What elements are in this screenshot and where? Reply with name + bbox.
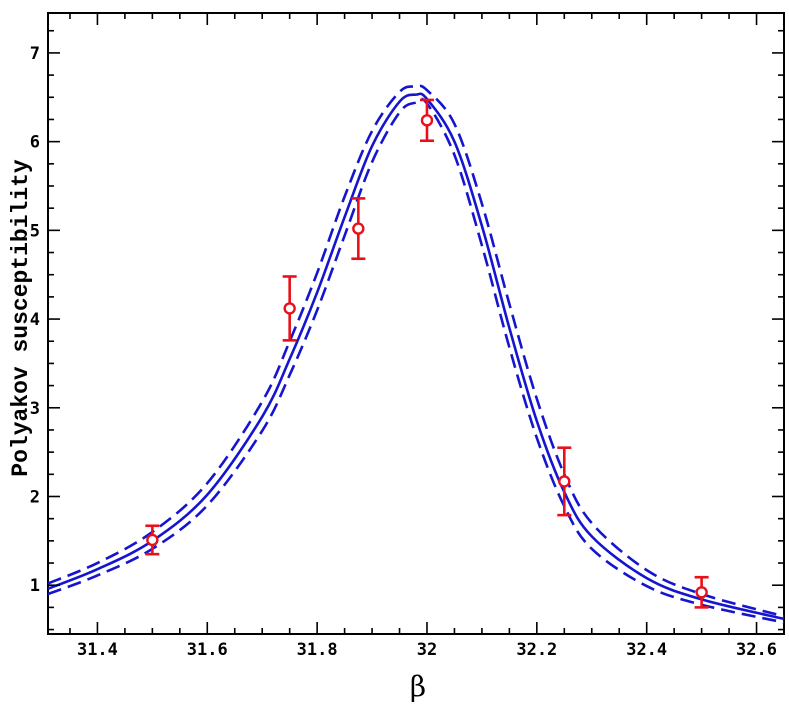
fit-curve-band-2	[47, 97, 785, 624]
fit-curve-band-1	[47, 84, 785, 618]
data-point-1	[282, 275, 297, 342]
fit-curve-central	[47, 92, 785, 621]
marker-1	[283, 302, 296, 315]
x-tick-label: 32.2	[516, 640, 557, 660]
y-axis-title: Polyakov susceptibility	[8, 159, 34, 477]
data-point-3	[419, 98, 434, 143]
x-tick-label: 32.6	[736, 640, 777, 660]
x-tick-label: 31.8	[297, 640, 338, 660]
fit-curves	[47, 84, 785, 624]
y-tick-label: 5	[30, 221, 40, 241]
data-points	[145, 98, 709, 609]
x-tick-label: 32	[417, 640, 437, 660]
data-point-4	[557, 446, 572, 517]
y-tick-labels: 1 2 3 4 5 6 7	[30, 44, 40, 596]
marker-0	[146, 533, 159, 547]
data-point-5	[694, 575, 709, 609]
y-tick-label: 4	[30, 310, 40, 330]
x-tick-label: 31.6	[187, 640, 228, 660]
y-tick-label: 6	[30, 133, 40, 153]
marker-2	[352, 222, 365, 235]
plot-area-frame	[47, 12, 785, 635]
y-tick-label: 3	[30, 399, 40, 419]
marker-3	[420, 114, 434, 127]
y-tick-label: 7	[30, 44, 40, 64]
data-point-2	[351, 197, 366, 261]
axis-ticks	[48, 13, 785, 634]
marker-4	[558, 475, 571, 488]
x-tick-label: 31.4	[77, 640, 118, 660]
marker-5	[695, 586, 708, 599]
x-tick-label: 32.4	[626, 640, 667, 660]
x-tick-labels: 31.4 31.6 31.8 32 32.2 32.4 32.6	[77, 640, 777, 660]
y-tick-label: 1	[30, 576, 40, 596]
y-tick-label: 2	[30, 487, 40, 507]
x-axis-title: β	[410, 670, 426, 703]
data-point-0	[145, 524, 160, 556]
